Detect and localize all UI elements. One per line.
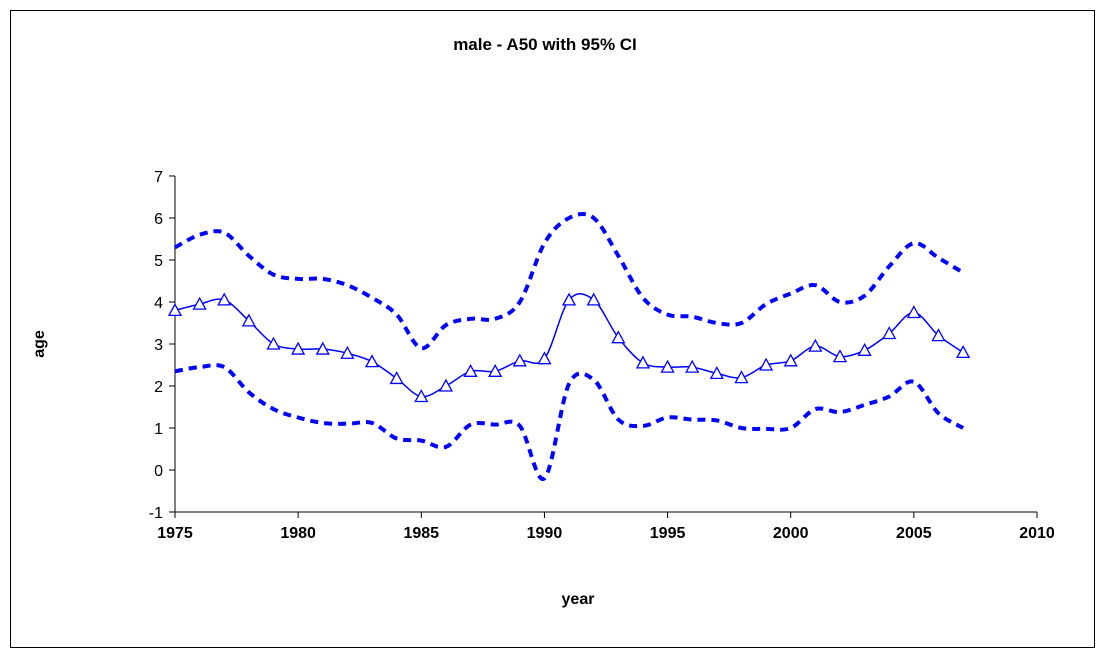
x-tick-label: 1975 xyxy=(157,525,193,542)
marker xyxy=(758,357,774,371)
marker xyxy=(241,313,256,327)
marker xyxy=(463,363,478,377)
x-tick-label: 1990 xyxy=(527,525,563,542)
ci-line xyxy=(174,363,965,481)
marker xyxy=(537,351,552,365)
marker xyxy=(291,341,306,355)
chart-title: male - A50 with 95% CI xyxy=(453,35,637,54)
x-tick-label: 1985 xyxy=(403,525,439,542)
y-tick-label: -1 xyxy=(149,505,163,522)
marker xyxy=(882,326,897,340)
marker xyxy=(709,366,724,380)
marker xyxy=(586,292,601,306)
marker xyxy=(685,359,700,373)
x-axis-label: year xyxy=(562,591,595,608)
y-tick-label: 1 xyxy=(154,421,163,438)
marker xyxy=(217,292,232,306)
marker xyxy=(832,349,848,363)
x-tick-label: 2005 xyxy=(896,525,932,542)
marker xyxy=(906,305,921,319)
marker xyxy=(192,296,207,310)
y-tick-label: 4 xyxy=(154,295,163,312)
marker xyxy=(783,353,798,367)
marker xyxy=(660,359,675,373)
chart-border xyxy=(10,10,1095,648)
marker xyxy=(931,328,946,342)
marker xyxy=(488,363,503,377)
marker xyxy=(167,303,183,317)
y-tick-label: 5 xyxy=(154,253,163,270)
marker xyxy=(266,336,281,350)
marker xyxy=(438,378,454,392)
marker xyxy=(734,370,749,384)
y-tick-label: 3 xyxy=(154,337,163,354)
marker xyxy=(389,371,404,385)
y-axis-label: age xyxy=(31,330,48,358)
x-tick-label: 1995 xyxy=(650,525,686,542)
y-tick-label: 6 xyxy=(154,211,163,228)
marker xyxy=(635,355,651,369)
marker xyxy=(808,338,823,352)
marker xyxy=(315,341,330,355)
ci-line xyxy=(174,212,965,351)
marker xyxy=(414,389,429,403)
y-tick-label: 2 xyxy=(154,379,163,396)
marker xyxy=(340,345,355,359)
marker xyxy=(561,292,577,306)
y-tick-label: 7 xyxy=(154,169,163,186)
x-tick-label: 2000 xyxy=(773,525,809,542)
y-tick-label: 0 xyxy=(154,463,163,480)
marker xyxy=(512,353,527,367)
marker xyxy=(364,354,380,368)
x-tick-label: 1980 xyxy=(280,525,316,542)
x-tick-label: 2010 xyxy=(1019,525,1055,542)
marker xyxy=(857,342,872,356)
marker xyxy=(611,330,626,344)
marker xyxy=(956,345,971,359)
